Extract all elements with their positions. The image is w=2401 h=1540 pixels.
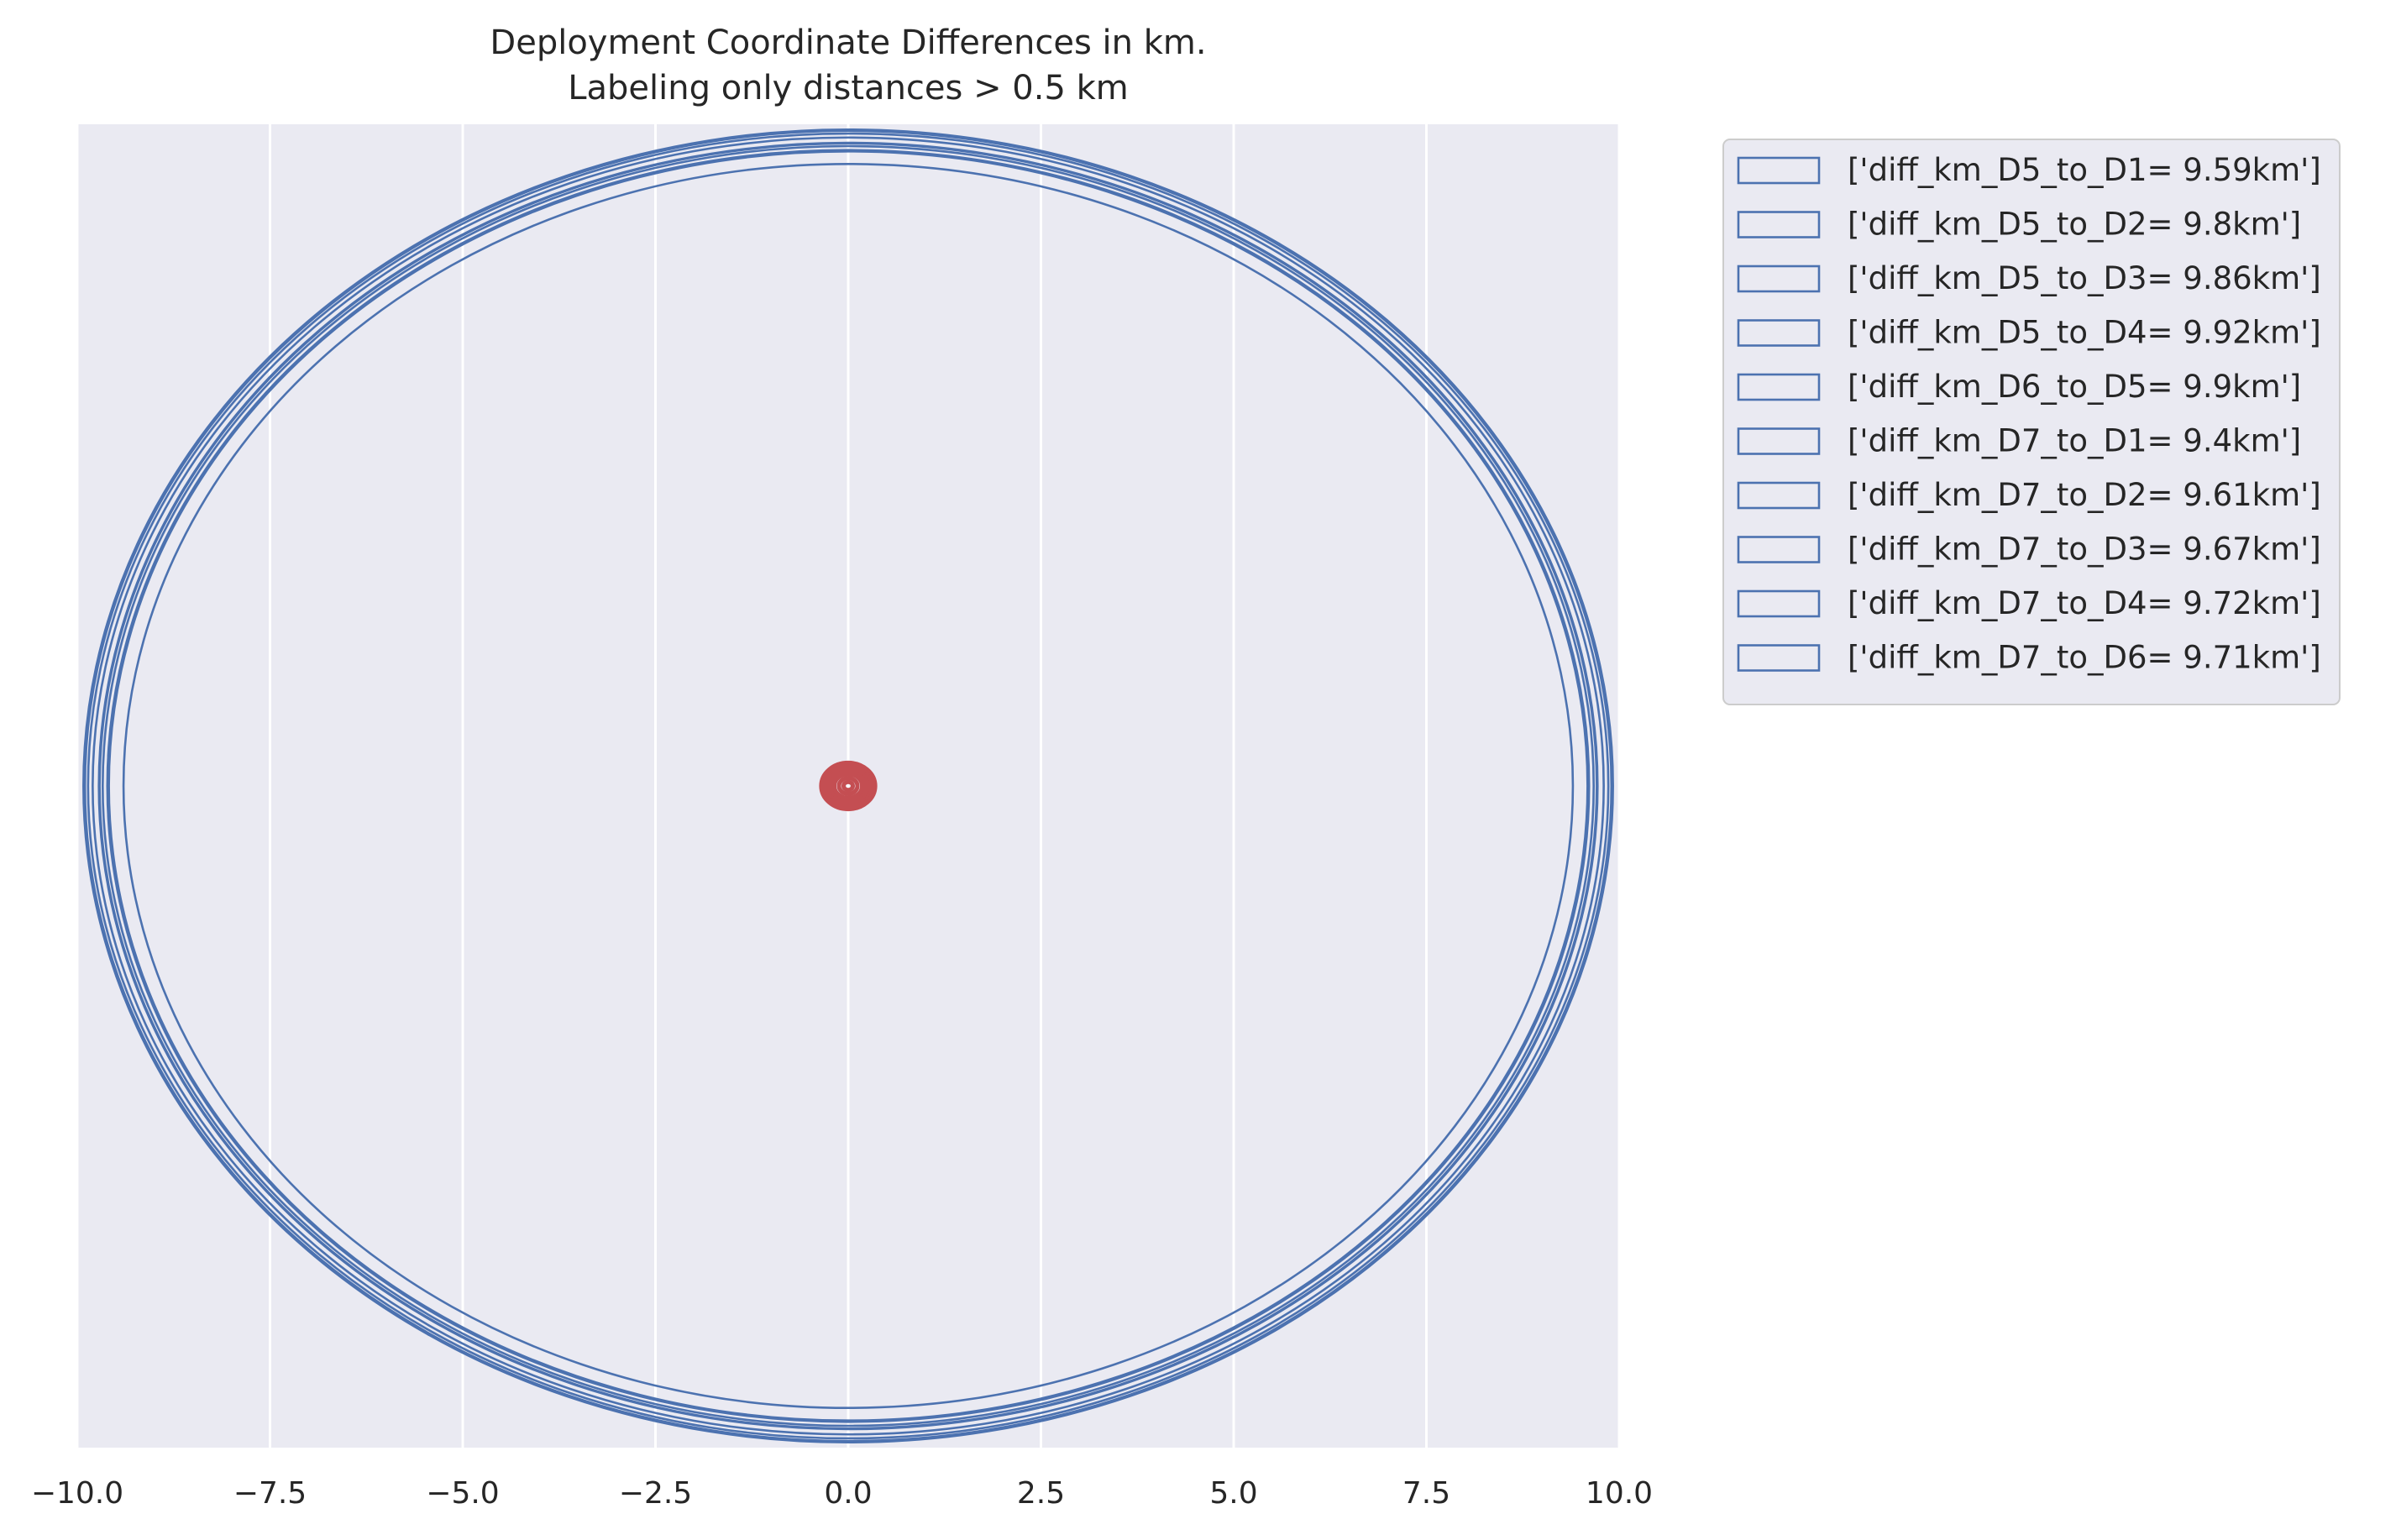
legend-entry-label: ['diff_km_D7_to_D6= 9.71km'] [1848, 640, 2321, 676]
circle-10 [98, 142, 1598, 1430]
x-tick-label: 7.5 [1402, 1476, 1450, 1511]
circle-4 [82, 128, 1614, 1443]
legend-entry-label: ['diff_km_D5_to_D3= 9.86km'] [1848, 260, 2321, 296]
grid-lines [76, 124, 1621, 1448]
circle-8 [101, 144, 1596, 1427]
x-tick-label: 10.0 [1586, 1476, 1653, 1511]
x-tick-label: −5.0 [426, 1476, 499, 1511]
x-axis-ticks: −10.0 −7.5 −5.0 −2.5 0.0 2.5 5.0 7.5 10.0 [31, 1476, 1653, 1511]
small-circle-6 [829, 769, 868, 803]
legend-swatch [1737, 156, 1821, 185]
legend-swatch [1737, 481, 1821, 510]
legend-swatch [1737, 589, 1821, 618]
circle-2 [92, 136, 1605, 1436]
legend-swatch [1737, 644, 1821, 672]
legend-swatch [1737, 536, 1821, 563]
small-circle-8 [836, 776, 860, 796]
chart-title-line-2: Labeling only distances > 0.5 km [568, 69, 1129, 107]
legend-swatch [1737, 427, 1821, 455]
legend: ['diff_km_D5_to_D1= 9.59km'] ['diff_km_D5… [1722, 139, 2341, 705]
legend-entry-label: ['diff_km_D5_to_D1= 9.59km'] [1848, 152, 2321, 188]
legend-entry-label: ['diff_km_D5_to_D2= 9.8km'] [1848, 207, 2301, 243]
legend-entry-label: ['diff_km_D7_to_D3= 9.67km'] [1848, 532, 2321, 568]
x-tick-label: −10.0 [31, 1476, 123, 1511]
legend-entry-label: ['diff_km_D6_to_D5= 9.9km'] [1848, 369, 2301, 405]
legend-entry-label: ['diff_km_D5_to_D4= 9.92km'] [1848, 315, 2321, 351]
legend-entry-label: ['diff_km_D7_to_D1= 9.4km'] [1848, 423, 2301, 459]
legend-entry-label: ['diff_km_D7_to_D4= 9.72km'] [1848, 585, 2321, 621]
x-tick-label: 2.5 [1017, 1476, 1065, 1511]
circle-6 [122, 162, 1575, 1410]
x-tick-label: −7.5 [233, 1476, 307, 1511]
x-tick-label: −2.5 [619, 1476, 692, 1511]
circle-7 [106, 149, 1591, 1423]
circle-5 [83, 129, 1613, 1443]
circle-series [82, 128, 1614, 1443]
small-circle-7 [831, 772, 865, 800]
chart-title-line-1: Deployment Coordinate Differences in km. [490, 24, 1206, 62]
legend-swatch [1737, 373, 1821, 401]
circle-3 [86, 132, 1610, 1440]
legend-swatch [1737, 319, 1821, 347]
x-tick-label: 0.0 [824, 1476, 872, 1511]
small-circle-9 [841, 779, 856, 793]
legend-swatch [1737, 265, 1821, 293]
x-tick-label: 5.0 [1209, 1476, 1257, 1511]
legend-entry-label: ['diff_km_D7_to_D2= 9.61km'] [1848, 477, 2321, 513]
legend-frame [1722, 139, 2341, 705]
circle-1 [107, 150, 1589, 1422]
legend-swatch [1737, 211, 1821, 238]
